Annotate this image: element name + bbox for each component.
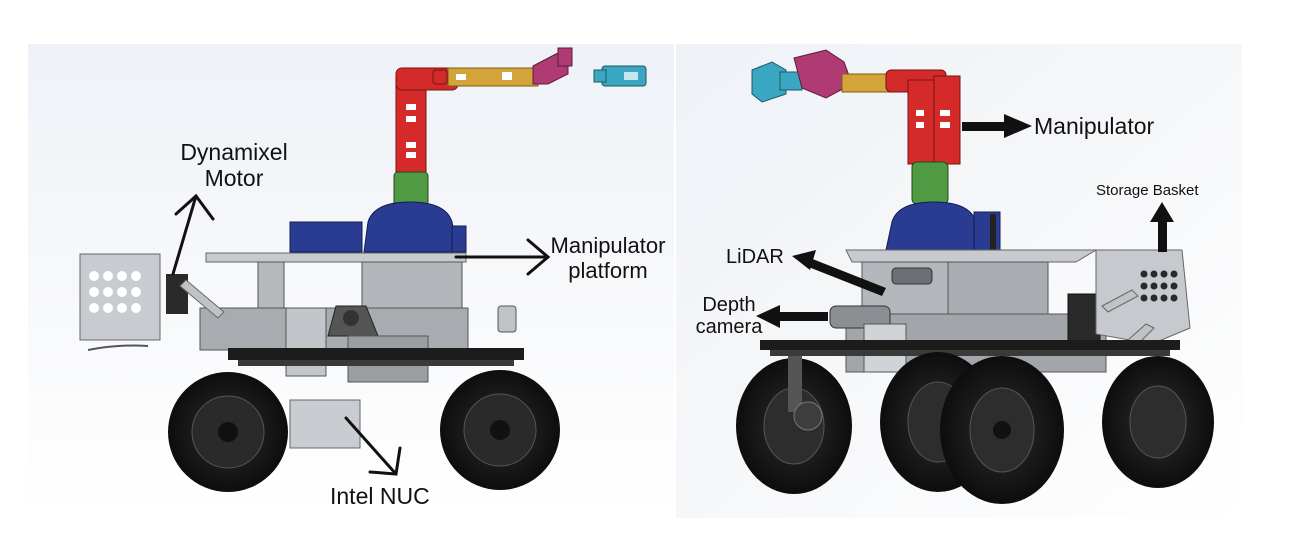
storage-basket-arrowhead xyxy=(1150,202,1174,222)
wheel-front-right xyxy=(1102,356,1214,488)
label-depth-camera-line-1: Depth xyxy=(702,294,756,316)
chassis xyxy=(829,261,1107,373)
label-manipulator: Manipulator xyxy=(1034,113,1155,139)
arm-joint xyxy=(911,161,949,205)
lidar-arrowhead xyxy=(792,250,816,270)
chassis-rail-lower xyxy=(238,360,514,366)
label-manipulator-platform: Manipulator platform xyxy=(544,233,672,283)
label-intel-nuc: Intel NUC xyxy=(330,483,430,509)
manipulator-arm xyxy=(395,47,647,180)
manipulator-arm xyxy=(751,49,961,165)
depth-camera xyxy=(829,305,891,329)
wheel-front xyxy=(168,372,288,492)
label-lidar: LiDAR xyxy=(726,246,784,268)
rover-angled-illustration xyxy=(676,44,1242,518)
front-bumper xyxy=(79,253,225,351)
manipulator-platform xyxy=(845,249,1098,263)
label-dynamixel-motor-line-2: Motor xyxy=(204,164,264,191)
chassis xyxy=(199,261,517,383)
intel-nuc-arrowhead xyxy=(368,446,402,476)
rover-side-illustration xyxy=(28,44,674,518)
label-manipulator-platform-line-2: platform xyxy=(568,257,648,283)
wheel-front-left xyxy=(736,356,852,494)
label-dynamixel-motor-line-1: Dynamixel xyxy=(180,139,288,165)
rover-angled-view: Manipulator Storage Basket LiDAR Depth c… xyxy=(676,44,1242,518)
depth-camera-arrowhead xyxy=(756,305,780,328)
intel-nuc-arrow xyxy=(344,416,398,476)
lidar-unit xyxy=(891,267,933,285)
label-depth-camera-line-2: camera xyxy=(695,316,763,339)
wheel-rear xyxy=(440,370,560,490)
manipulator-arrow xyxy=(962,122,1006,131)
manipulator-platform-arrowhead xyxy=(526,238,551,276)
manipulator-platform xyxy=(205,252,467,263)
annotation-arrows xyxy=(171,193,551,476)
label-storage-basket: Storage Basket xyxy=(1096,182,1199,199)
storage-basket-arrow xyxy=(1158,220,1167,252)
annotation-arrows xyxy=(756,114,1174,328)
chassis-rail xyxy=(760,340,1180,350)
dynamixel-motor-arrow xyxy=(171,194,198,276)
label-dynamixel-motor: Dynamixel Motor xyxy=(178,139,290,192)
intel-nuc-box xyxy=(289,399,361,449)
arm-base xyxy=(289,201,467,253)
chassis-rail xyxy=(228,348,524,360)
wheel-rear-right xyxy=(940,356,1064,504)
rover-side-view: Dynamixel Motor Manipulator platform Int… xyxy=(28,44,674,518)
manipulator-arrowhead xyxy=(1004,114,1032,138)
depth-camera-arrow xyxy=(776,312,828,321)
lidar-arrow xyxy=(806,258,886,296)
chassis-rail-lower xyxy=(770,350,1170,356)
antenna xyxy=(990,214,996,264)
label-manipulator-platform-line-1: Manipulator xyxy=(550,233,666,258)
dynamixel-motor-arrowhead xyxy=(174,193,215,221)
label-depth-camera: Depth camera xyxy=(694,294,764,339)
arm-joint xyxy=(393,171,429,207)
storage-basket xyxy=(1095,249,1191,347)
